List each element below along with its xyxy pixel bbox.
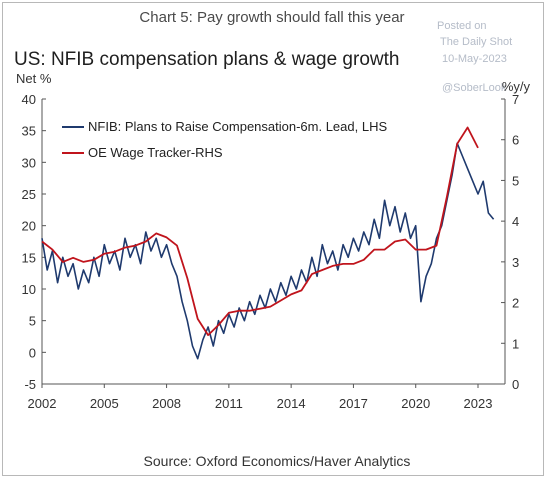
- right-tick-label: 6: [512, 133, 519, 148]
- left-tick-label: 10: [22, 282, 36, 297]
- series-lines: [41, 126, 495, 360]
- right-axis-unit: %y/y: [502, 79, 531, 94]
- x-tick-label: 2014: [277, 396, 306, 411]
- left-tick-label: 30: [22, 155, 36, 170]
- left-tick-label: -5: [24, 377, 36, 392]
- x-tick-label: 2017: [339, 396, 368, 411]
- oe-wage-tracker-line: [41, 126, 479, 337]
- right-tick-label: 1: [512, 336, 519, 351]
- axes: -5 0 5 10 15 20 25 30 35 40 0 1 2 3 4 5 6 7 2002 2005 2008 20…: [22, 92, 520, 411]
- chart-frame: [2, 2, 544, 476]
- x-tick-label: 2023: [464, 396, 493, 411]
- left-axis-unit: Net %: [16, 71, 52, 86]
- left-tick-label: 0: [29, 345, 36, 360]
- x-tick-label: 2002: [28, 396, 57, 411]
- right-tick-label: 5: [512, 173, 519, 188]
- right-tick-label: 2: [512, 296, 519, 311]
- left-tick-label: 25: [22, 187, 36, 202]
- left-tick-label: 35: [22, 124, 36, 139]
- left-tick-label: 15: [22, 250, 36, 265]
- x-tick-label: 2008: [152, 396, 181, 411]
- headline: Chart 5: Pay growth should fall this yea…: [139, 9, 404, 26]
- watermark-line2: The Daily Shot: [440, 36, 512, 48]
- right-tick-label: 0: [512, 377, 519, 392]
- x-tick-label: 2011: [215, 396, 243, 411]
- watermark-line1: Posted on: [437, 20, 487, 32]
- left-tick-label: 5: [29, 314, 36, 329]
- left-tick-label: 20: [22, 219, 36, 234]
- x-tick-label: 2005: [90, 396, 119, 411]
- right-tick-label: 7: [512, 92, 519, 107]
- legend: NFIB: Plans to Raise Compensation-6m. Le…: [62, 119, 387, 160]
- watermark-line4: @SoberLook: [442, 82, 507, 94]
- source-note: Source: Oxford Economics/Haver Analytics: [144, 453, 411, 469]
- left-tick-label: 40: [22, 92, 36, 107]
- legend-label-oe: OE Wage Tracker-RHS: [88, 145, 223, 160]
- legend-label-nfib: NFIB: Plans to Raise Compensation-6m. Le…: [88, 119, 387, 134]
- nfib-series-line: [41, 142, 495, 360]
- chart-title: US: NFIB compensation plans & wage growt…: [14, 49, 399, 70]
- x-tick-label: 2020: [401, 396, 430, 411]
- watermark-line3: 10-May-2023: [442, 53, 507, 65]
- right-tick-label: 3: [512, 255, 519, 270]
- right-tick-label: 4: [512, 214, 519, 229]
